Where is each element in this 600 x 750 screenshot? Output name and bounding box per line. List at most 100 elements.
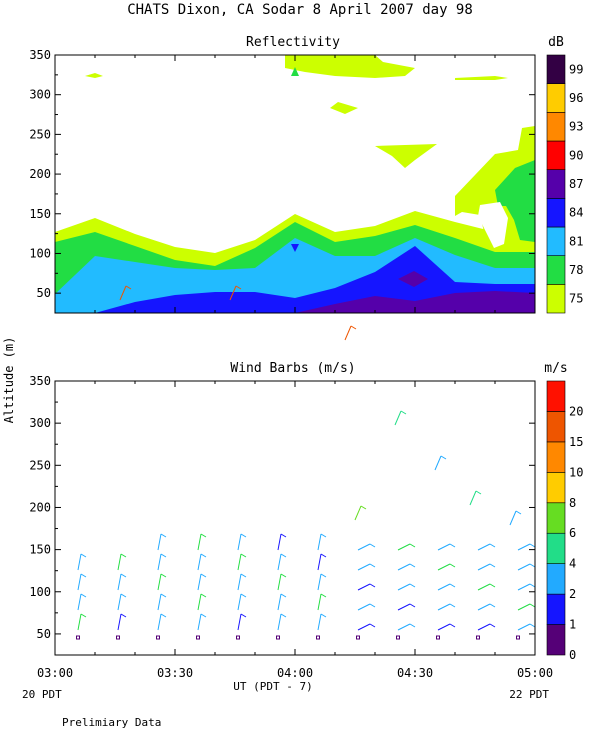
wind-barb-shaft — [277, 533, 282, 551]
wind-barb-flag — [320, 533, 327, 538]
wind-barb-shaft — [517, 623, 531, 631]
refl-marker-up — [291, 67, 299, 76]
wind-barb-shaft — [517, 543, 531, 551]
refl-colorbar-label: 96 — [569, 91, 583, 105]
wind-calm-marker — [356, 635, 360, 640]
refl-colorbar-swatch — [546, 54, 566, 84]
wind-barb-flag — [440, 455, 447, 460]
wind-barb-flag — [449, 623, 456, 628]
wind-barb-shaft — [517, 603, 531, 611]
wind-barb-shaft — [197, 593, 202, 611]
wind-barb-flag — [449, 563, 456, 568]
wind-barb-flag — [489, 563, 496, 568]
wind-barb-flag — [80, 613, 87, 618]
wind-barb-shaft — [317, 553, 322, 571]
wind-barb-flag — [120, 553, 127, 558]
wind-colorbar-swatch — [546, 532, 566, 564]
wind-barb-flag — [409, 543, 416, 548]
wind-barb-shaft — [437, 623, 451, 631]
wind-barb-shaft — [437, 603, 451, 611]
wind-barb-flag — [160, 533, 167, 538]
wind-barb-flag — [489, 583, 496, 588]
xtick-label: 04:00 — [277, 666, 313, 680]
wind-barb-shaft — [397, 623, 411, 631]
wind-barb-flag — [240, 573, 247, 578]
refl-ytick-label: 50 — [37, 286, 51, 300]
wind-barb-flag — [80, 593, 87, 598]
refl-ytick-label: 250 — [29, 127, 51, 141]
wind-barb-shaft — [157, 573, 162, 591]
wind-barb-flag — [200, 553, 207, 558]
wind-barb-flag — [409, 583, 416, 588]
wind-barb-shaft — [357, 623, 371, 631]
wind-barb-flag — [200, 533, 207, 538]
wind-barb-flag — [475, 490, 482, 495]
wind-colorbar-label: 1 — [569, 618, 576, 632]
wind-barb-shaft — [157, 593, 162, 611]
wind-barb-flag — [515, 510, 522, 515]
x-axis-left-note: 20 PDT — [22, 688, 62, 701]
wind-barb-shaft — [77, 593, 82, 611]
wind-barb-shaft — [397, 603, 411, 611]
wind-barb-shaft — [397, 583, 411, 591]
refl-colorbar-label: 90 — [569, 148, 583, 162]
refl-hole — [478, 202, 508, 248]
wind-barb-shaft — [434, 455, 442, 471]
wind-barb-shaft — [437, 563, 451, 571]
wind-calm-marker — [196, 635, 200, 640]
wind-ytick-label: 300 — [29, 416, 51, 430]
wind-barb-flag — [409, 623, 416, 628]
xtick-label: 03:00 — [37, 666, 73, 680]
wind-colorbar-swatch — [546, 502, 566, 534]
wind-barb-shaft — [197, 533, 202, 551]
wind-barb-flag — [240, 613, 247, 618]
refl-band-87 — [255, 291, 535, 313]
wind-barb-shaft — [517, 563, 531, 571]
wind-ytick-label: 250 — [29, 458, 51, 472]
wind-colorbar-label: 10 — [569, 465, 583, 479]
wind-barbs — [76, 285, 536, 640]
wind-barb-shaft — [394, 410, 402, 426]
wind-barb-flag — [350, 325, 357, 330]
wind-barb-flag — [240, 593, 247, 598]
wind-calm-marker — [436, 635, 440, 640]
refl-top-blob-1 — [330, 102, 358, 114]
wind-colorbar-label: 0 — [569, 648, 576, 662]
wind-barb-flag — [360, 505, 367, 510]
wind-barb-flag — [160, 573, 167, 578]
wind-barb-shaft — [397, 543, 411, 551]
wind-barb-flag — [369, 543, 376, 548]
wind-barb-shaft — [117, 573, 122, 591]
wind-barb-shaft — [277, 593, 282, 611]
reflectivity-panel-title: Reflectivity — [246, 35, 340, 50]
wind-barb-shaft — [477, 563, 491, 571]
refl-marker-down — [291, 244, 299, 252]
wind-barb-shaft — [317, 573, 322, 591]
wind-colorbar-label: 8 — [569, 496, 576, 510]
wind-barb-shaft — [317, 613, 322, 631]
footer-note: Prelimiary Data — [62, 716, 161, 729]
wind-barb-shaft — [437, 583, 451, 591]
refl-colorbar-swatch — [546, 140, 566, 170]
wind-barb-shaft — [357, 603, 371, 611]
xtick-label: 03:30 — [157, 666, 193, 680]
wind-barb-flag — [489, 623, 496, 628]
wind-calm-marker — [276, 635, 280, 640]
wind-barb-shaft — [157, 613, 162, 631]
wind-barb-shaft — [357, 563, 371, 571]
wind-barb-shaft — [197, 553, 202, 571]
wind-calm-marker — [76, 635, 80, 640]
wind-barb-shaft — [157, 553, 162, 571]
refl-colorbar-label: 93 — [569, 120, 583, 134]
refl-colorbar-label: 75 — [569, 292, 583, 306]
wind-barb-shaft — [317, 593, 322, 611]
wind-barb-flag — [489, 603, 496, 608]
wind-barb-flag — [160, 613, 167, 618]
wind-barb-shaft — [77, 553, 82, 571]
wind-barb-shaft — [237, 593, 242, 611]
wind-colorbar-label: 20 — [569, 404, 583, 418]
wind-ytick-label: 200 — [29, 500, 51, 514]
refl-colorbar-swatch — [546, 284, 566, 314]
wind-barb-shaft — [237, 553, 242, 571]
